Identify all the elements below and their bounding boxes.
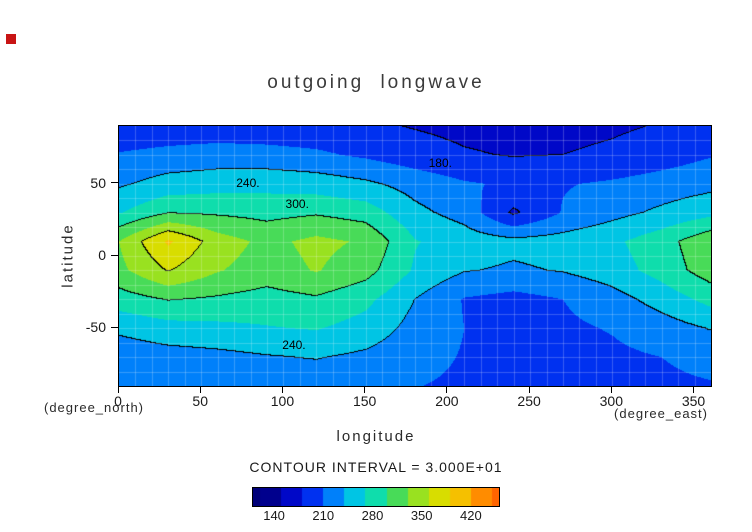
y-axis-unit: (degree_north): [44, 400, 144, 415]
x-tick-mark: [117, 386, 119, 393]
y-tick-label: 0: [98, 247, 106, 263]
x-tick-mark: [364, 386, 366, 393]
x-tick-mark: [281, 386, 283, 393]
contour-value-label: 240.: [282, 337, 306, 352]
plot-canvas: [119, 126, 711, 386]
x-tick-label: 0: [114, 393, 122, 409]
x-axis-label: longitude: [336, 428, 416, 445]
plot-title: outgoing longwave: [267, 72, 485, 93]
x-tick-label: 100: [270, 393, 295, 409]
x-tick-mark: [199, 386, 201, 393]
contour-value-label: 180.: [428, 155, 452, 170]
y-tick-mark: [111, 182, 118, 184]
red-marker: [6, 34, 16, 44]
contour-value-label: 300.: [285, 197, 309, 212]
colorbar-tick-label: 210: [312, 508, 335, 523]
x-tick-mark: [528, 386, 530, 393]
x-axis-unit: (degree_east): [614, 406, 708, 421]
x-tick-label: 250: [517, 393, 541, 409]
y-tick-label: 50: [90, 174, 106, 191]
x-tick-label: 200: [435, 393, 459, 409]
x-tick-mark: [446, 386, 448, 393]
colorbar: [252, 487, 500, 507]
x-tick-label: 350: [681, 393, 706, 409]
x-tick-label: 50: [192, 393, 208, 409]
contour-interval-label: CONTOUR INTERVAL = 3.000E+01: [249, 459, 503, 475]
contour-value-label: 240.: [236, 175, 260, 190]
colorbar-tick-label: 140: [263, 508, 285, 523]
x-tick-mark: [610, 386, 612, 393]
colorbar-tick-label: 420: [460, 508, 482, 523]
colorbar-tick-label: 350: [410, 508, 433, 523]
y-tick-mark: [111, 254, 118, 256]
y-tick-label: -50: [85, 319, 106, 336]
x-tick-mark: [693, 386, 695, 393]
x-tick-label: 300: [599, 393, 623, 409]
plot-area: [118, 125, 712, 387]
x-tick-label: 150: [352, 393, 377, 409]
colorbar-tick-label: 280: [361, 508, 384, 523]
y-tick-mark: [111, 326, 118, 328]
